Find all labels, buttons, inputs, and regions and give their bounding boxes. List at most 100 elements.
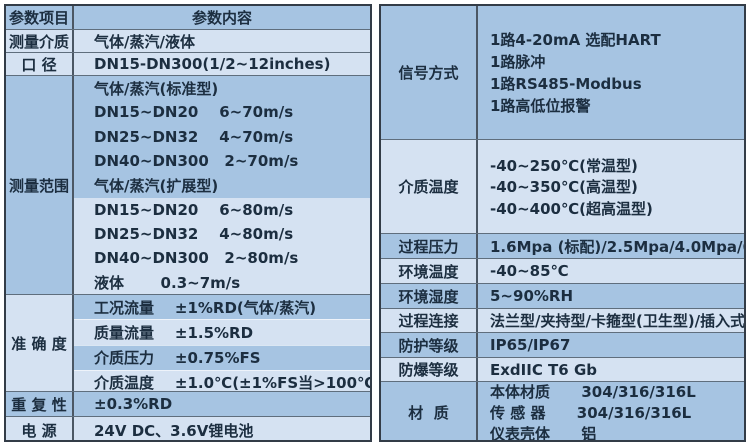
table-row: 准 确 度 工况流量 ±1%RD(气体/蒸汽) 质量流量 ±1.5%RD 介质压力 ±… <box>6 295 370 392</box>
spec-line: 液体 0.3~7m/s <box>94 274 241 293</box>
content-block: DN15-DN300(1/2~12inches) <box>74 55 370 73</box>
row-content: -40~250℃(常温型) -40~350℃(高温型) -40~400℃(超高温型) <box>478 140 744 233</box>
row-content: 气体/蒸汽/液体 <box>74 30 370 52</box>
spec-line: DN40~DN300 2~80m/s <box>94 249 299 268</box>
row-content: 1.6Mpa (标配)/2.5Mpa/4.0Mpa/6.3Mpa <box>478 234 744 258</box>
spec-line: 气体/蒸汽/液体 <box>94 32 195 51</box>
spec-line: 传 感 器 304/316/316L <box>490 404 692 422</box>
content-block: 本体材质 304/316/316L 传 感 器 304/316/316L 仪表壳体 … <box>478 382 744 442</box>
table-row: 材 质本体材质 304/316/316L 传 感 器 304/316/316L 仪表… <box>381 382 744 442</box>
spec-line: 工况流量 ±1%RD(气体/蒸汽) <box>94 298 317 317</box>
table-row: 测量范围 气体/蒸汽(标准型) DN15~DN20 6~70m/s DN25~DN32… <box>6 76 370 295</box>
spec-line: 1路脉冲 <box>490 53 546 71</box>
spec-line: DN25~DN32 4~80m/s <box>94 225 294 244</box>
row-label: 测量范围 <box>6 76 74 294</box>
row-label: 信号方式 <box>381 6 478 139</box>
row-content: 5~90%RH <box>478 284 744 308</box>
table-row: 测量介质 气体/蒸汽/液体 <box>6 30 370 53</box>
content-block: 质量流量 ±1.5%RD <box>74 319 370 345</box>
spec-line: 24V DC、3.6V锂电池 <box>94 421 254 440</box>
content-block: -40~250℃(常温型) -40~350℃(高温型) -40~400℃(超高温型) <box>478 154 744 219</box>
content-block: 介质温度 ±1.0℃(±1%FS当>100℃时) <box>74 369 370 391</box>
spec-line: DN15-DN300(1/2~12inches) <box>94 55 331 73</box>
spec-line: 介质温度 ±1.0℃(±1%FS当>100℃时) <box>94 374 370 391</box>
row-content: ExdIIC T6 Gb <box>478 358 744 381</box>
spec-line: 仪表壳体 铝 <box>490 424 597 442</box>
content-block: 工况流量 ±1%RD(气体/蒸汽) <box>74 295 370 320</box>
content-block: 1路4-20mA 选配HART 1路脉冲 1路RS485-Modbus 1路高低位报警 <box>478 28 744 117</box>
content-block: ±0.3%RD <box>74 395 370 413</box>
header-col-label: 参数项目 <box>6 6 74 29</box>
content-block: 1.6Mpa (标配)/2.5Mpa/4.0Mpa/6.3Mpa <box>478 235 744 257</box>
spec-line: DN25~DN32 4~70m/s <box>94 127 294 146</box>
row-content: 24V DC、3.6V锂电池 <box>74 417 370 440</box>
row-content: -40~85℃ <box>478 259 744 283</box>
content-block: 24V DC、3.6V锂电池 <box>74 419 370 440</box>
spec-line: DN40~DN300 2~70m/s <box>94 152 299 171</box>
row-content: ±0.3%RD <box>74 392 370 416</box>
spec-line: 1路4-20mA 选配HART <box>490 31 661 49</box>
spec-line: IP65/IP67 <box>490 336 571 354</box>
content-block: ExdIIC T6 Gb <box>478 360 744 379</box>
spec-line: 法兰型/夹持型/卡箍型(卫生型)/插入式/螺纹型 <box>490 312 744 330</box>
row-label: 过程连接 <box>381 309 478 332</box>
spec-line: ExdIIC T6 Gb <box>490 360 597 379</box>
right-spec-table: 信号方式 1路4-20mA 选配HART 1路脉冲 1路RS485-Modbus 1路高… <box>379 4 746 442</box>
spec-line: ±0.3%RD <box>94 395 173 413</box>
spec-line: 1路高低位报警 <box>490 97 591 115</box>
table-row: 环境温度 -40~85℃ <box>381 259 744 284</box>
table-row: 信号方式 1路4-20mA 选配HART 1路脉冲 1路RS485-Modbus 1路高… <box>381 6 744 140</box>
spec-line: 质量流量 ±1.5%RD <box>94 323 254 342</box>
row-label: 防护等级 <box>381 333 478 357</box>
row-label: 测量介质 <box>6 30 74 52</box>
row-content: 法兰型/夹持型/卡箍型(卫生型)/插入式/螺纹型 <box>478 309 744 332</box>
spec-line: 介质压力 ±0.75%FS <box>94 349 261 368</box>
content-block: 5~90%RH <box>478 287 744 305</box>
row-content: 1路4-20mA 选配HART 1路脉冲 1路RS485-Modbus 1路高低位报警 <box>478 6 744 139</box>
row-label: 介质温度 <box>381 140 478 233</box>
row-label: 环境湿度 <box>381 284 478 308</box>
table-row: 电 源 24V DC、3.6V锂电池 <box>6 417 370 440</box>
spec-line: -40~250℃(常温型) <box>490 156 638 175</box>
content-block: 气体/蒸汽/液体 <box>74 30 370 52</box>
row-content: 本体材质 304/316/316L 传 感 器 304/316/316L 仪表壳体 … <box>478 382 744 442</box>
content-block: IP65/IP67 <box>478 336 744 354</box>
content-block: DN15~DN20 6~80m/s DN25~DN32 4~80m/s DN40~D… <box>74 197 370 294</box>
header-col-content: 参数内容 <box>191 9 252 27</box>
row-label: 过程压力 <box>381 234 478 258</box>
spec-line: -40~400℃(超高温型) <box>490 199 653 218</box>
content-block: -40~85℃ <box>478 262 744 280</box>
spec-line: -40~85℃ <box>490 262 569 280</box>
table-header-row: 参数项目 参数内容 <box>6 6 370 30</box>
spec-line: 气体/蒸汽(扩展型) <box>94 176 219 195</box>
row-label: 环境温度 <box>381 259 478 283</box>
row-content: 气体/蒸汽(标准型) DN15~DN20 6~70m/s DN25~DN32 4~7… <box>74 76 370 294</box>
table-row: 防护等级 IP65/IP67 <box>381 333 744 358</box>
content-block: 气体/蒸汽(标准型) DN15~DN20 6~70m/s DN25~DN32 4~7… <box>74 76 370 198</box>
row-label: 准 确 度 <box>6 295 74 391</box>
content-block: 介质压力 ±0.75%FS <box>74 344 370 370</box>
table-row: 重 复 性 ±0.3%RD <box>6 392 370 417</box>
row-label: 防爆等级 <box>381 358 478 381</box>
row-content: 工况流量 ±1%RD(气体/蒸汽) 质量流量 ±1.5%RD 介质压力 ±0.75%… <box>74 295 370 391</box>
table-row: 环境湿度 5~90%RH <box>381 284 744 309</box>
spec-line: 1路RS485-Modbus <box>490 75 642 93</box>
spec-line: DN15~DN20 6~70m/s <box>94 103 294 122</box>
row-content: DN15-DN300(1/2~12inches) <box>74 53 370 75</box>
row-content: IP65/IP67 <box>478 333 744 357</box>
spec-line: -40~350℃(高温型) <box>490 178 638 196</box>
table-row: 过程压力 1.6Mpa (标配)/2.5Mpa/4.0Mpa/6.3Mpa <box>381 234 744 259</box>
left-spec-table: 参数项目 参数内容测量介质 气体/蒸汽/液体口 径 DN15-DN300(1/2~12… <box>4 4 372 442</box>
row-label: 重 复 性 <box>6 392 74 416</box>
table-row: 介质温度 -40~250℃(常温型) -40~350℃(高温型) -40~400℃(超… <box>381 140 744 234</box>
spec-line: 1.6Mpa (标配)/2.5Mpa/4.0Mpa/6.3Mpa <box>490 237 744 256</box>
spec-line: 5~90%RH <box>490 287 574 305</box>
table-row: 防爆等级 ExdIIC T6 Gb <box>381 358 744 382</box>
row-label: 材 质 <box>381 382 478 440</box>
content-block: 法兰型/夹持型/卡箍型(卫生型)/插入式/螺纹型 <box>478 310 744 331</box>
spec-line: 气体/蒸汽(标准型) <box>94 79 219 98</box>
row-label: 口 径 <box>6 53 74 75</box>
spec-line: 本体材质 304/316/316L <box>490 383 696 402</box>
row-label: 电 源 <box>6 417 74 440</box>
